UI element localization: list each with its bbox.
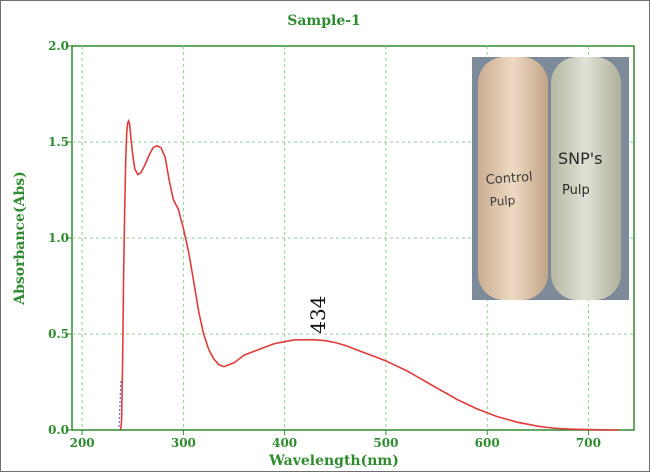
x-tick-label: 500 xyxy=(373,436,398,450)
snp-tube-label-line1: SNP's xyxy=(558,149,603,168)
absorbance-series-line xyxy=(119,118,619,431)
control-tube-label-line2: Pulp xyxy=(489,193,516,209)
x-tick-label: 400 xyxy=(272,436,297,450)
y-tick-label: 1.5 xyxy=(48,135,69,149)
inset-photo: Control Pulp SNP's Pulp xyxy=(472,57,629,300)
x-axis-ticks: 200 300 400 500 600 700 xyxy=(70,430,601,450)
snp-pulp-tube xyxy=(551,57,621,300)
y-tick-label: 0.0 xyxy=(48,423,69,437)
baseline-noise-mark xyxy=(118,379,122,428)
x-tick-label: 300 xyxy=(171,436,196,450)
x-tick-label: 700 xyxy=(576,436,601,450)
peak-annotation: 434 xyxy=(306,296,330,334)
y-tick-label: 2.0 xyxy=(48,39,69,53)
control-pulp-tube xyxy=(478,57,548,300)
x-tick-label: 200 xyxy=(70,436,95,450)
y-tick-label: 1.0 xyxy=(48,231,69,245)
y-axis-ticks: 0.0 0.5 1.0 1.5 2.0 xyxy=(48,39,72,437)
snp-tube-label-line2: Pulp xyxy=(562,183,590,198)
y-tick-label: 0.5 xyxy=(48,327,69,341)
control-tube-label-line1: Control xyxy=(485,170,533,188)
x-tick-label: 600 xyxy=(475,436,500,450)
x-axis-label: Wavelength(nm) xyxy=(268,453,399,469)
chart-title: Sample-1 xyxy=(287,13,361,29)
y-axis-label: Absorbance(Abs) xyxy=(12,171,28,306)
